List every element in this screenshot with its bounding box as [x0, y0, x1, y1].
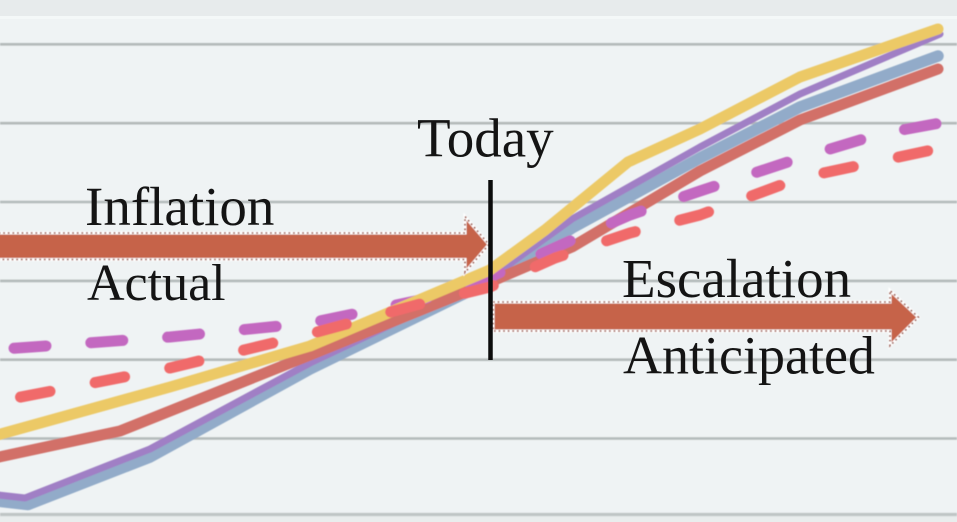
svg-text:Actual: Actual	[87, 255, 226, 312]
svg-text:Today: Today	[417, 108, 554, 169]
svg-text:Anticipated: Anticipated	[623, 326, 875, 386]
svg-text:Escalation: Escalation	[622, 248, 851, 309]
svg-text:Inflation: Inflation	[85, 176, 274, 237]
